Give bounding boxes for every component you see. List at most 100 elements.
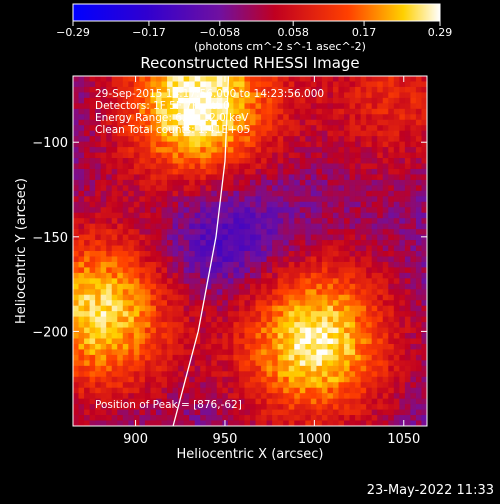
heatmap-cell — [366, 398, 373, 405]
heatmap-cell — [261, 114, 267, 121]
heatmap-cell — [421, 322, 427, 328]
heatmap-cell — [167, 387, 173, 394]
heatmap-cell — [366, 212, 373, 219]
heatmap-cell — [266, 316, 273, 323]
heatmap-cell — [150, 338, 157, 345]
heatmap-cell — [366, 76, 373, 82]
heatmap-cell — [377, 415, 384, 421]
heatmap-cell — [200, 387, 207, 394]
heatmap-cell — [321, 97, 328, 104]
heatmap-cell — [360, 327, 367, 334]
heatmap-cell — [167, 119, 173, 126]
heatmap-cell — [410, 327, 417, 334]
heatmap-cell — [139, 196, 146, 203]
heatmap-cell — [189, 97, 196, 104]
heatmap-cell — [415, 278, 422, 285]
heatmap-cell — [283, 136, 290, 143]
heatmap-cell — [415, 333, 422, 339]
heatmap-cell — [84, 76, 90, 82]
heatmap-cell — [139, 333, 146, 339]
heatmap-cell — [366, 316, 373, 323]
heatmap-cell — [294, 190, 301, 197]
heatmap-cell — [189, 327, 196, 334]
heatmap-cell — [371, 409, 378, 416]
heatmap-cell — [332, 212, 339, 219]
heatmap-cell — [117, 163, 124, 170]
heatmap-cell — [155, 103, 162, 110]
heatmap-cell — [155, 130, 162, 137]
heatmap-cell — [355, 420, 362, 426]
heatmap-cell — [227, 201, 234, 208]
heatmap-cell — [250, 349, 256, 356]
heatmap-cell — [111, 382, 118, 389]
heatmap-cell — [255, 267, 262, 274]
heatmap-cell — [250, 365, 256, 372]
heatmap-cell — [100, 343, 107, 350]
heatmap-cell — [277, 196, 284, 203]
heatmap-cell — [283, 305, 290, 312]
heatmap-cell — [128, 158, 135, 164]
heatmap-cell — [377, 278, 384, 285]
heatmap-cell — [205, 333, 212, 339]
heatmap-cell — [161, 294, 168, 301]
heatmap-cell — [355, 185, 362, 192]
heatmap-cell — [95, 185, 102, 192]
heatmap-cell — [155, 92, 162, 99]
heatmap-cell — [227, 283, 234, 290]
heatmap-cell — [144, 311, 151, 318]
heatmap-cell — [272, 218, 279, 225]
heatmap-cell — [216, 398, 223, 405]
heatmap-cell — [288, 289, 295, 296]
heatmap-cell — [200, 343, 207, 350]
heatmap-cell — [366, 354, 373, 361]
heatmap-cell — [155, 398, 162, 405]
heatmap-cell — [404, 316, 411, 323]
heatmap-cell — [73, 382, 79, 389]
heatmap-cell — [310, 382, 317, 389]
heatmap-cell — [189, 240, 196, 246]
heatmap-cell — [89, 185, 96, 192]
heatmap-cell — [366, 218, 373, 225]
heatmap-cell — [172, 316, 179, 323]
heatmap-cell — [161, 393, 168, 400]
heatmap-cell — [233, 86, 240, 93]
heatmap-cell — [327, 174, 334, 181]
heatmap-cell — [139, 311, 146, 318]
heatmap-cell — [382, 409, 389, 416]
heatmap-cell — [189, 261, 196, 268]
heatmap-cell — [355, 190, 362, 197]
heatmap-cell — [338, 415, 345, 421]
heatmap-cell — [316, 196, 323, 203]
heatmap-cell — [261, 81, 267, 88]
heatmap-cell — [338, 278, 345, 285]
heatmap-cell — [272, 223, 279, 230]
heatmap-cell — [377, 398, 384, 405]
heatmap-cell — [211, 393, 218, 400]
heatmap-cell — [294, 311, 301, 318]
heatmap-cell — [327, 409, 334, 416]
heatmap-cell — [106, 92, 113, 99]
heatmap-cell — [399, 420, 406, 426]
heatmap-cell — [128, 294, 135, 301]
heatmap-cell — [377, 316, 384, 323]
heatmap-cell — [250, 327, 256, 334]
heatmap-cell — [211, 103, 218, 110]
heatmap-cell — [266, 103, 273, 110]
heatmap-cell — [266, 398, 273, 405]
heatmap-cell — [73, 349, 79, 356]
heatmap-cell — [95, 354, 102, 361]
heatmap-cell — [294, 223, 301, 230]
heatmap-cell — [84, 289, 90, 296]
heatmap-cell — [305, 190, 312, 197]
heatmap-cell — [216, 278, 223, 285]
heatmap-cell — [100, 311, 107, 318]
heatmap-cell — [421, 190, 427, 197]
heatmap-cell — [205, 212, 212, 219]
heatmap-cell — [222, 212, 229, 219]
heatmap-cell — [344, 218, 350, 225]
heatmap-cell — [122, 136, 129, 143]
heatmap-cell — [410, 174, 417, 181]
heatmap-cell — [89, 382, 96, 389]
heatmap-cell — [244, 371, 251, 378]
heatmap-cell — [382, 387, 389, 394]
